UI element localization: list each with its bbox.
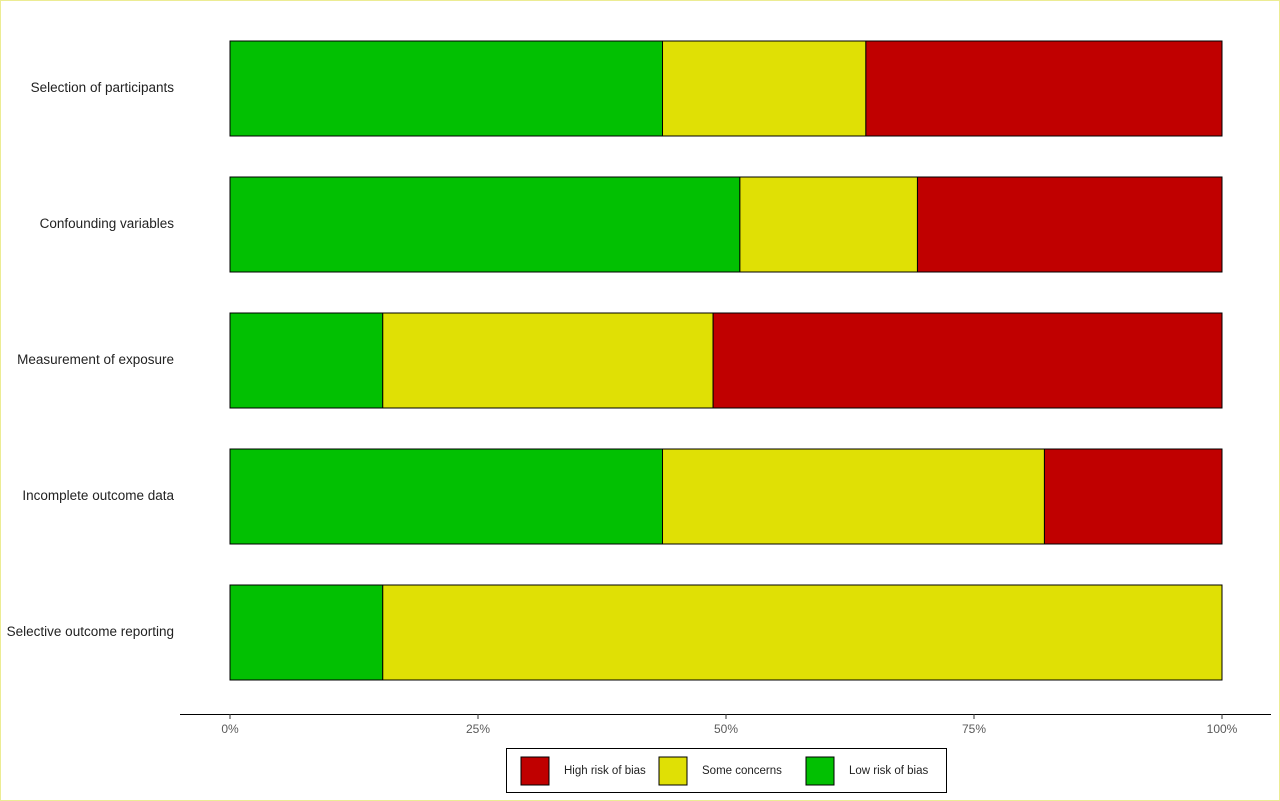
- x-tick-label: 25%: [466, 722, 490, 736]
- legend: High risk of bias Some concerns Low risk o…: [506, 748, 947, 793]
- domain-label-confounding-variables: Confounding variables: [40, 216, 175, 231]
- domain-labels: Selection of participants Confounding var…: [7, 80, 175, 639]
- bar-incomplete-outcome-data-low-risk-of-bias: [229, 448, 664, 545]
- bar-incomplete-outcome-data-high-risk-of-bias: [1043, 448, 1223, 545]
- legend-swatch-high-risk-of-bias: [520, 756, 550, 786]
- legend-swatch-low-risk-of-bias: [805, 756, 835, 786]
- bar-measurement-of-exposure-some-concerns: [382, 312, 714, 409]
- domain-label-measurement-of-exposure: Measurement of exposure: [17, 352, 174, 367]
- bar-selective-outcome-reporting-some-concerns: [382, 584, 1223, 681]
- x-tick-label: 50%: [714, 722, 738, 736]
- domain-label-selection-of-participants: Selection of participants: [31, 80, 175, 95]
- x-tick-label: 75%: [962, 722, 986, 736]
- bar-selection-of-participants-low-risk-of-bias: [229, 40, 664, 137]
- legend-label-high-risk-of-bias: High risk of bias: [564, 765, 646, 777]
- bar-incomplete-outcome-data-some-concerns: [662, 448, 1045, 545]
- legend-box: [506, 748, 947, 793]
- legend-swatch-some-concerns: [658, 756, 688, 786]
- legend-label-low-risk-of-bias: Low risk of bias: [849, 765, 929, 777]
- bar-confounding-variables-low-risk-of-bias: [229, 176, 741, 273]
- bar-selection-of-participants-some-concerns: [662, 40, 867, 137]
- bar-confounding-variables-high-risk-of-bias: [916, 176, 1223, 273]
- bar-measurement-of-exposure-high-risk-of-bias: [712, 312, 1223, 409]
- bar-confounding-variables-some-concerns: [739, 176, 918, 273]
- bar-selection-of-participants-high-risk-of-bias: [865, 40, 1223, 137]
- legend-label-some-concerns: Some concerns: [702, 765, 782, 777]
- domain-label-incomplete-outcome-data: Incomplete outcome data: [22, 488, 174, 503]
- x-axis: 0% 25% 50% 75% 100%: [180, 714, 1271, 736]
- domain-label-selective-outcome-reporting: Selective outcome reporting: [7, 624, 174, 639]
- x-tick-label: 100%: [1207, 722, 1238, 736]
- bar-selective-outcome-reporting-low-risk-of-bias: [229, 584, 384, 681]
- bar-measurement-of-exposure-low-risk-of-bias: [229, 312, 384, 409]
- x-tick-label: 0%: [221, 722, 239, 736]
- bars-layer: [229, 40, 1223, 681]
